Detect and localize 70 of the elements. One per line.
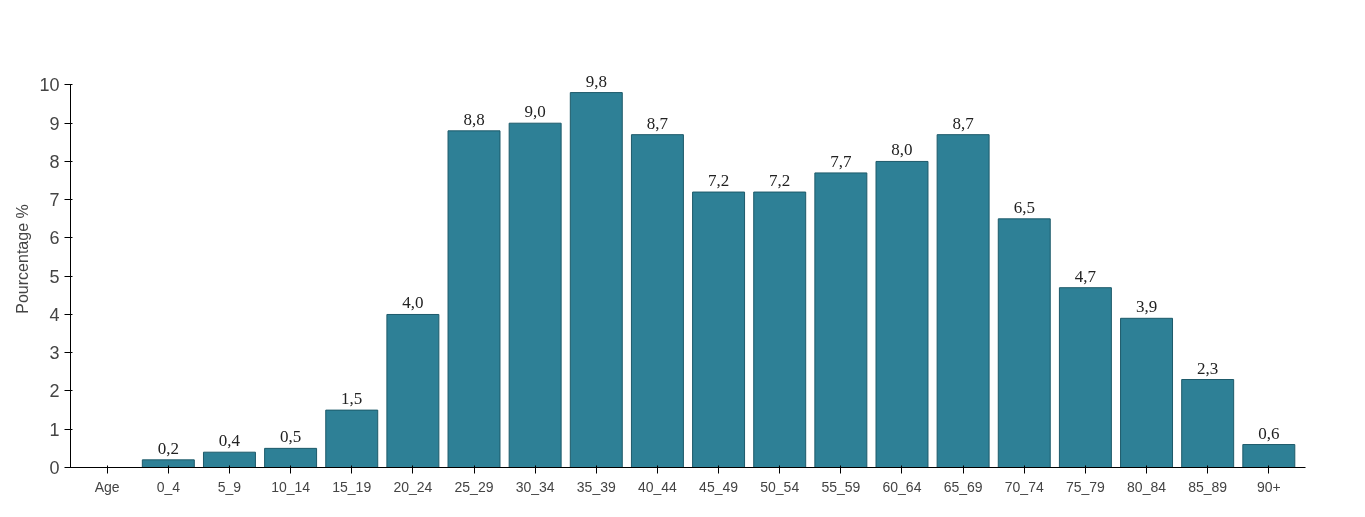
data-label: 8,0 <box>891 140 913 160</box>
x-tick-label: 5_9 <box>217 478 242 495</box>
x-axis-title: Age <box>94 478 120 495</box>
data-label: 9,8 <box>585 71 607 91</box>
x-tick-label: 65_69 <box>943 478 983 495</box>
x-tick-label: 25_29 <box>454 478 494 495</box>
x-tick-label: 50_54 <box>760 478 800 495</box>
x-tick-label: 10_14 <box>271 478 311 495</box>
bar <box>875 160 929 468</box>
x-tick-label: 30_34 <box>515 478 555 495</box>
y-axis-title: Pourcentage % <box>14 204 32 314</box>
x-tick-label: 0_4 <box>156 478 181 495</box>
data-label: 8,7 <box>952 113 975 133</box>
bar <box>264 447 318 468</box>
y-tick-label: 10 <box>39 75 60 96</box>
data-label: 0,6 <box>1258 423 1280 443</box>
x-tick-label: 75_79 <box>1065 478 1106 495</box>
data-label: 8,7 <box>646 113 669 133</box>
y-tick-label: 0 <box>49 458 60 478</box>
bar <box>386 313 440 468</box>
data-label: 0,4 <box>218 431 241 451</box>
data-label: 0,5 <box>279 427 302 447</box>
x-tick-label: 55_59 <box>821 478 861 495</box>
bar <box>997 218 1051 468</box>
y-tick-label: 3 <box>49 343 60 364</box>
data-label: 6,5 <box>1013 197 1035 217</box>
bar <box>141 459 195 468</box>
y-tick-label: 5 <box>49 266 60 287</box>
bar <box>202 451 256 468</box>
data-label: 8,8 <box>463 109 485 129</box>
y-tick-label: 1 <box>49 419 60 440</box>
y-tick-label: 8 <box>49 151 60 172</box>
data-label: 4,7 <box>1074 266 1097 286</box>
y-tick-label: 2 <box>49 381 60 402</box>
data-label: 1,5 <box>341 389 363 409</box>
data-label: 4,0 <box>402 293 424 313</box>
x-tick-label: 70_74 <box>1004 478 1044 495</box>
bar <box>447 130 501 468</box>
data-label: 7,2 <box>707 171 730 191</box>
bar <box>508 122 562 468</box>
data-label: 0,2 <box>157 438 179 458</box>
data-label: 7,7 <box>830 151 852 171</box>
bar <box>692 191 746 468</box>
bar <box>753 191 807 468</box>
x-tick-label: 60_64 <box>882 478 922 495</box>
data-label: 2,3 <box>1197 358 1219 378</box>
y-tick-label: 7 <box>49 190 60 211</box>
bar <box>630 134 684 468</box>
x-tick-label: 45_49 <box>699 478 739 495</box>
bar <box>325 409 379 468</box>
x-tick-label: 35_39 <box>576 478 616 495</box>
bar <box>1120 317 1174 468</box>
bar <box>1058 287 1112 468</box>
bar <box>814 172 868 468</box>
bar <box>569 92 623 468</box>
y-tick-label: 4 <box>49 304 60 325</box>
bar <box>1181 379 1235 468</box>
bar <box>936 134 990 468</box>
data-label: 3,9 <box>1135 297 1158 317</box>
data-label: 9,0 <box>524 102 546 122</box>
x-tick-label: 15_19 <box>332 478 372 495</box>
bar <box>1242 444 1296 468</box>
x-tick-label: 20_24 <box>393 478 433 495</box>
y-tick-label: 9 <box>49 113 60 134</box>
x-tick-label: 80_84 <box>1127 478 1167 495</box>
data-label: 7,2 <box>769 171 791 191</box>
y-tick-label: 6 <box>49 228 60 249</box>
x-tick-label: 85_89 <box>1188 478 1228 495</box>
x-tick-label: 40_44 <box>637 478 678 495</box>
x-tick-label: 90+ <box>1256 478 1281 495</box>
